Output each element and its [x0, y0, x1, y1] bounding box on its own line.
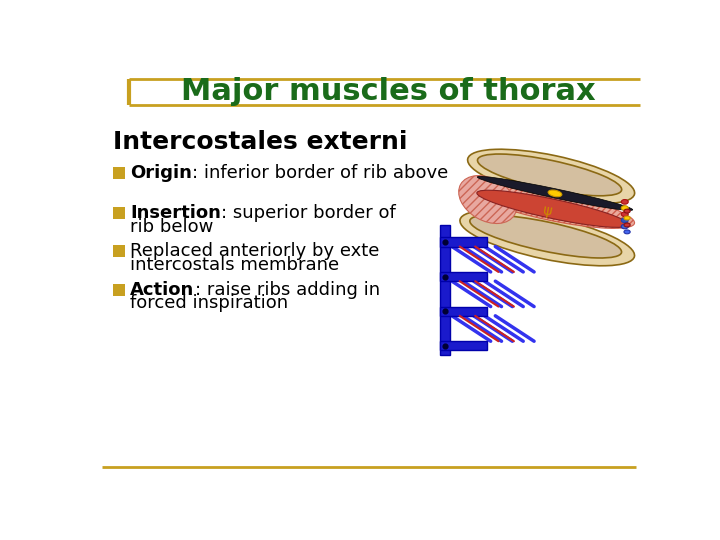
Text: : superior border of: : superior border of	[221, 204, 396, 221]
Text: rib below: rib below	[130, 218, 214, 235]
Ellipse shape	[624, 209, 630, 213]
Bar	[441, 225, 449, 355]
Ellipse shape	[477, 190, 629, 227]
Ellipse shape	[624, 223, 630, 227]
Ellipse shape	[470, 215, 621, 258]
Ellipse shape	[621, 218, 629, 222]
Text: Origin: Origin	[130, 164, 192, 181]
Text: Major muscles of thorax: Major muscles of thorax	[181, 77, 595, 106]
Text: forced inspiration: forced inspiration	[130, 294, 289, 313]
Ellipse shape	[621, 200, 629, 204]
Text: : inferior border of rib above: : inferior border of rib above	[192, 164, 449, 181]
Ellipse shape	[548, 190, 562, 197]
Ellipse shape	[468, 183, 634, 228]
Point	[113, 208, 125, 217]
Text: Replaced anteriorly by exte: Replaced anteriorly by exte	[130, 242, 379, 260]
Ellipse shape	[624, 230, 630, 234]
Bar	[441, 237, 487, 247]
Point	[113, 285, 125, 294]
Point	[439, 307, 451, 315]
Point	[113, 168, 125, 177]
Point	[113, 247, 125, 255]
Text: Action: Action	[130, 281, 194, 299]
Text: : raise ribs adding in: : raise ribs adding in	[194, 281, 379, 299]
Point	[439, 238, 451, 246]
Text: ψ: ψ	[541, 204, 553, 219]
Text: intercostals membrane: intercostals membrane	[130, 256, 339, 274]
Text: Intercostales externi: Intercostales externi	[113, 130, 408, 154]
Point	[439, 341, 451, 350]
Ellipse shape	[621, 212, 629, 217]
Bar	[441, 272, 487, 281]
Ellipse shape	[621, 206, 629, 211]
Bar	[441, 307, 487, 316]
Ellipse shape	[477, 177, 633, 211]
Ellipse shape	[477, 154, 621, 196]
Ellipse shape	[621, 224, 629, 229]
Ellipse shape	[624, 216, 630, 220]
Ellipse shape	[460, 211, 634, 266]
Text: Insertion: Insertion	[130, 204, 221, 221]
Bar	[441, 341, 487, 350]
Ellipse shape	[459, 176, 516, 224]
Point	[439, 272, 451, 281]
Ellipse shape	[467, 149, 634, 204]
